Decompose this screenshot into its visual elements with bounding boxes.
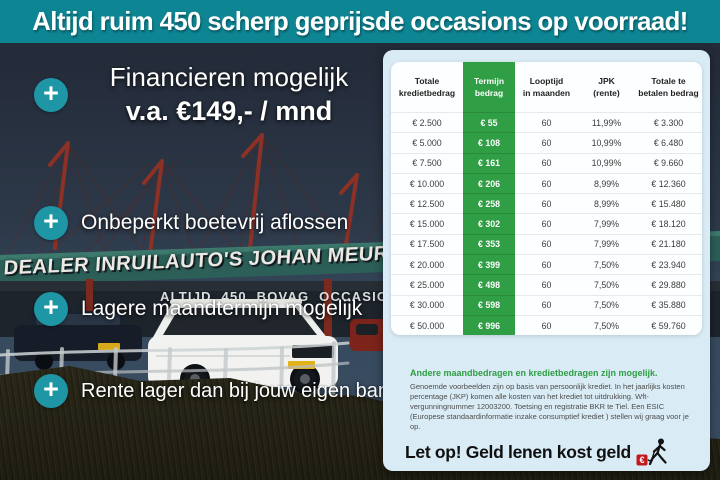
plus-icon: + <box>34 374 68 408</box>
table-cell: € 6.480 <box>635 132 702 152</box>
table-cell: € 9.660 <box>635 152 702 173</box>
top-banner: Altijd ruim 450 scherp geprijsde occasio… <box>0 0 720 43</box>
disclaimer-heading: Andere maandbedragen en kredietbedragen … <box>410 368 658 378</box>
table-cell: € 18.120 <box>635 213 702 233</box>
usp-line: Rente lager dan bij jouw eigen bank <box>81 379 399 402</box>
usp-line: Financieren mogelijk <box>109 62 349 92</box>
table-cell: 11,99% <box>578 112 635 132</box>
table-cell: 60 <box>515 274 578 294</box>
white-suv <box>148 299 338 394</box>
usp-maandtermijn: + Lagere maandtermijn mogelijk <box>34 292 362 326</box>
table-cell: € 29.880 <box>635 274 702 294</box>
table-cell: 10,99% <box>578 132 635 152</box>
table-cell: 7,50% <box>578 274 635 294</box>
table-cell: € 996 <box>463 314 515 335</box>
table-cell: 60 <box>515 132 578 152</box>
table-cell: 60 <box>515 233 578 254</box>
table-cell: 60 <box>515 152 578 173</box>
finance-panel: Totale kredietbedrag Termijn bedrag Loopti… <box>383 50 710 471</box>
table-cell: 7,50% <box>578 314 635 335</box>
table-cell: 60 <box>515 172 578 193</box>
table-header-cell: Totale te betalen bedrag <box>638 75 699 98</box>
table-cell: € 7.500 <box>391 152 463 173</box>
usp-line: Onbeperkt boetevrij aflossen <box>81 211 349 234</box>
table-cell: € 59.760 <box>635 314 702 335</box>
red-car <box>350 319 392 351</box>
table-cell: 60 <box>515 193 578 213</box>
table-cell: € 20.000 <box>391 254 463 274</box>
credit-warning-text: Let op! Geld lenen kost geld <box>405 441 631 462</box>
table-cell: 60 <box>515 213 578 233</box>
table-cell: € 23.940 <box>635 254 702 274</box>
usp-rente: + Rente lager dan bij jouw eigen bank <box>34 374 399 408</box>
table-cell: 7,50% <box>578 254 635 274</box>
table-cell: 60 <box>515 112 578 132</box>
table-cell: € 206 <box>463 172 515 194</box>
table-cell: € 3.300 <box>635 112 702 132</box>
table-cell: 7,99% <box>578 233 635 254</box>
table-cell: € 108 <box>463 132 515 153</box>
disclaimer-body: Genoemde voorbeelden zijn op basis van p… <box>410 382 689 431</box>
table-cell: 60 <box>515 294 578 315</box>
table-cell: 60 <box>515 314 578 335</box>
usp-financing: + Financieren mogelijk v.a. €149,- / mnd <box>34 61 377 129</box>
table-cell: € 50.000 <box>391 314 463 335</box>
table-header-cell: Totale kredietbedrag <box>398 75 456 98</box>
plus-icon: + <box>34 77 68 112</box>
table-cell: € 12.360 <box>635 172 702 193</box>
table-cell: € 25.000 <box>391 274 463 294</box>
table-cell: € 353 <box>463 233 515 255</box>
table-cell: € 35.880 <box>635 294 702 315</box>
table-cell: € 55 <box>463 112 515 133</box>
table-cell: € 302 <box>463 213 515 234</box>
finance-table-card: Totale kredietbedrag Termijn bedrag Loopti… <box>391 62 702 335</box>
svg-text:€: € <box>639 455 644 465</box>
table-cell: 8,99% <box>578 172 635 193</box>
table-cell: € 15.000 <box>391 213 463 233</box>
table-cell: € 10.000 <box>391 172 463 193</box>
table-cell: € 5.000 <box>391 132 463 152</box>
plus-icon: + <box>34 206 68 240</box>
table-header-cell: Looptijd in maanden <box>522 75 571 98</box>
usp-aflossen: + Onbeperkt boetevrij aflossen <box>34 206 348 240</box>
table-cell: € 498 <box>463 274 515 295</box>
table-cell: € 598 <box>463 294 515 315</box>
table-cell: 10,99% <box>578 152 635 173</box>
table-cell: € 15.480 <box>635 193 702 213</box>
table-cell: 60 <box>515 254 578 274</box>
geld-lenen-kost-geld-icon: € <box>636 438 667 466</box>
table-cell: € 12.500 <box>391 193 463 213</box>
banner-text: Altijd ruim 450 scherp geprijsde occasio… <box>32 6 688 36</box>
table-cell: € 17.500 <box>391 233 463 254</box>
table-cell: € 2.500 <box>391 112 463 132</box>
credit-warning: Let op! Geld lenen kost geld € <box>405 437 695 467</box>
table-header-cell: Termijn bedrag <box>463 62 515 112</box>
table-cell: € 258 <box>463 193 515 214</box>
usp-line: Lagere maandtermijn mogelijk <box>81 297 363 320</box>
table-cell: € 161 <box>463 152 515 173</box>
usp-line: v.a. €149,- / mnd <box>125 95 333 126</box>
table-cell: € 30.000 <box>391 294 463 315</box>
finance-table: Totale kredietbedrag Termijn bedrag Loopti… <box>391 62 702 335</box>
plus-icon: + <box>34 292 68 326</box>
table-cell: 7,99% <box>578 213 635 233</box>
table-cell: 7,50% <box>578 294 635 315</box>
table-cell: € 399 <box>463 254 515 275</box>
table-cell: 8,99% <box>578 193 635 213</box>
table-cell: € 21.180 <box>635 233 702 254</box>
table-header-cell: JPK (rente) <box>593 75 620 98</box>
